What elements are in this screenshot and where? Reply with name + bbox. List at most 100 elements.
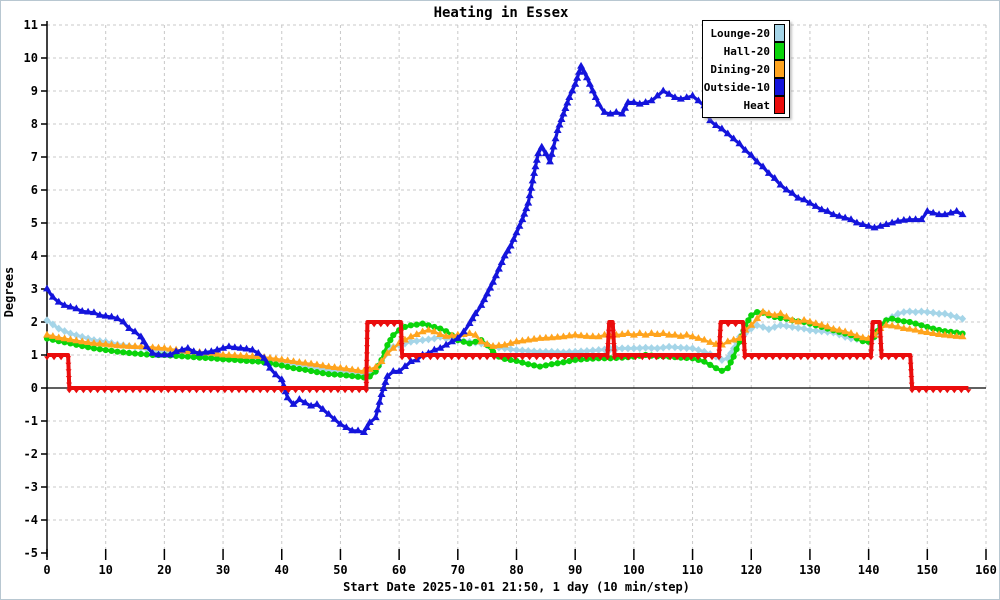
marker: [937, 389, 944, 394]
marker: [319, 370, 326, 377]
marker: [230, 351, 239, 359]
marker: [494, 341, 503, 349]
marker: [43, 284, 51, 292]
marker: [533, 356, 540, 361]
marker: [537, 142, 546, 150]
marker: [431, 323, 438, 331]
marker: [545, 157, 554, 165]
marker: [717, 323, 724, 328]
marker: [577, 331, 586, 339]
marker: [184, 353, 191, 360]
marker: [804, 356, 811, 361]
marker: [515, 221, 524, 229]
marker: [776, 309, 785, 317]
marker: [89, 308, 98, 316]
marker: [250, 389, 257, 394]
legend-label: Heat: [743, 98, 771, 112]
marker: [362, 423, 371, 430]
marker: [224, 350, 233, 358]
marker: [900, 356, 907, 361]
marker: [54, 333, 63, 341]
marker: [905, 324, 914, 332]
marker: [243, 357, 250, 365]
marker: [72, 331, 80, 340]
marker: [395, 367, 404, 374]
marker: [582, 332, 591, 339]
marker: [72, 304, 81, 312]
marker: [559, 332, 568, 340]
marker: [665, 342, 673, 351]
marker: [783, 356, 790, 361]
marker: [407, 322, 414, 329]
marker: [413, 356, 420, 361]
marker: [935, 210, 944, 218]
y-tick-label: 6: [31, 183, 38, 197]
marker: [642, 343, 650, 352]
marker: [372, 368, 379, 375]
marker: [741, 356, 748, 361]
marker: [829, 210, 838, 218]
marker: [219, 356, 227, 363]
marker: [512, 356, 519, 361]
marker: [841, 327, 850, 335]
marker: [674, 356, 681, 361]
marker: [43, 330, 51, 338]
marker: [143, 351, 150, 358]
marker: [243, 389, 250, 394]
marker: [647, 344, 656, 353]
marker: [935, 330, 944, 337]
y-tick-label: -4: [24, 513, 38, 527]
marker: [66, 335, 75, 343]
marker: [758, 307, 767, 315]
marker: [160, 350, 169, 358]
marker: [427, 356, 434, 361]
marker: [54, 297, 63, 305]
marker: [858, 333, 867, 341]
marker: [430, 334, 438, 343]
marker: [301, 362, 309, 371]
x-tick-label: 120: [740, 563, 762, 577]
marker: [707, 361, 714, 368]
marker: [313, 389, 320, 394]
marker: [296, 365, 303, 373]
marker: [330, 414, 339, 422]
marker: [66, 329, 75, 338]
marker: [899, 215, 908, 223]
marker: [292, 389, 299, 394]
marker: [363, 374, 370, 379]
marker: [207, 389, 214, 394]
marker: [125, 324, 134, 331]
marker: [547, 150, 556, 157]
marker: [702, 356, 709, 361]
marker: [907, 362, 914, 367]
marker: [740, 323, 747, 328]
marker: [588, 332, 597, 340]
chart-title: Heating in Essex: [433, 5, 569, 21]
marker: [342, 389, 349, 394]
marker: [60, 301, 69, 308]
marker: [483, 289, 492, 297]
marker: [677, 343, 685, 352]
marker: [179, 389, 186, 394]
marker: [349, 389, 356, 394]
legend-row-lounge-20: Lounge-20: [706, 24, 785, 42]
marker: [363, 352, 370, 357]
marker: [472, 338, 479, 345]
marker: [73, 389, 80, 394]
marker: [805, 198, 814, 206]
marker: [526, 356, 533, 361]
x-tick-label: 90: [568, 563, 582, 577]
marker: [299, 389, 306, 394]
marker: [285, 389, 292, 394]
marker: [84, 338, 93, 346]
marker: [78, 337, 87, 345]
y-tick-label: -2: [24, 447, 38, 461]
marker: [609, 323, 616, 328]
marker: [337, 371, 344, 378]
marker: [727, 349, 735, 358]
marker: [695, 356, 702, 361]
marker: [868, 349, 875, 354]
marker: [272, 361, 279, 368]
series-outside-10: [45, 64, 964, 435]
